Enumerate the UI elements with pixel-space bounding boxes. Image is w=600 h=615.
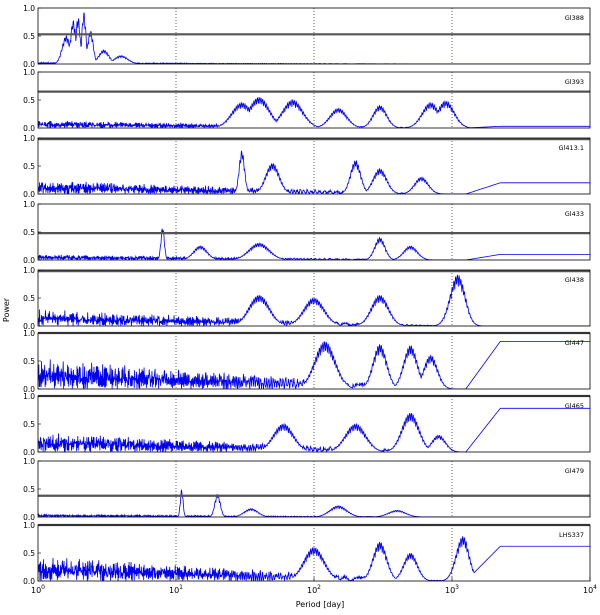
panel-label: Gl388 bbox=[565, 14, 584, 22]
y-tick-label: 1.0 bbox=[23, 134, 35, 143]
panel-label: Gl413.1 bbox=[559, 144, 584, 152]
series-line bbox=[38, 407, 590, 452]
y-tick-label: 1.0 bbox=[23, 521, 35, 530]
y-tick-label: 1.0 bbox=[23, 329, 35, 338]
panel-gl447: 0.0 0.5 1.0 Gl447 bbox=[23, 329, 591, 394]
y-tick-label: 0.5 bbox=[23, 162, 35, 171]
panel-label: Gl438 bbox=[565, 276, 584, 284]
y-tick-label: 1.0 bbox=[23, 4, 35, 13]
y-tick-label: 1.0 bbox=[23, 68, 35, 77]
series-line bbox=[38, 150, 590, 194]
panel-label: Gl447 bbox=[565, 339, 584, 347]
x-axis-label: Period [day] bbox=[296, 600, 344, 609]
panels-layer: 0.0 0.5 1.0 Gl388 0.0 0.5 1.0 Gl393 0.0 0.5 1.0 Gl4… bbox=[23, 4, 591, 586]
y-tick-label: 0.5 bbox=[23, 96, 35, 105]
y-tick-label: 0.5 bbox=[23, 294, 35, 303]
y-tick-label: 0.0 bbox=[23, 190, 35, 199]
panel-label: Gl479 bbox=[565, 467, 584, 475]
series-line bbox=[38, 228, 590, 260]
y-tick-label: 0.0 bbox=[23, 513, 35, 522]
panel-gl438: 0.0 0.5 1.0 Gl438 bbox=[23, 266, 591, 331]
y-tick-label: 0.5 bbox=[23, 357, 35, 366]
x-axis: 100 101 102 103 104 bbox=[31, 577, 597, 595]
panel-lhs337: 0.0 0.5 1.0 LHS337 bbox=[23, 521, 591, 586]
series-line bbox=[38, 536, 590, 581]
y-tick-label: 1.0 bbox=[23, 200, 35, 209]
y-axis-label: Power bbox=[2, 297, 11, 322]
x-tick-label: 100 bbox=[31, 584, 45, 595]
y-tick-label: 0.5 bbox=[23, 485, 35, 494]
y-tick-label: 1.0 bbox=[23, 392, 35, 401]
y-tick-label: 0.0 bbox=[23, 322, 35, 331]
y-tick-label: 0.0 bbox=[23, 60, 35, 69]
panel-label: Gl465 bbox=[565, 402, 584, 410]
y-tick-label: 0.5 bbox=[23, 228, 35, 237]
panel-label: Gl393 bbox=[565, 78, 584, 86]
panel-label: Gl433 bbox=[565, 210, 584, 218]
x-tick-label: 102 bbox=[307, 584, 321, 595]
y-tick-label: 1.0 bbox=[23, 266, 35, 275]
y-tick-label: 0.0 bbox=[23, 448, 35, 457]
y-tick-label: 0.0 bbox=[23, 256, 35, 265]
panel-gl433: 0.0 0.5 1.0 Gl433 bbox=[23, 200, 591, 265]
x-tick-label: 101 bbox=[169, 584, 183, 595]
panel-gl465: 0.0 0.5 1.0 Gl465 bbox=[23, 392, 591, 457]
series-line bbox=[38, 341, 590, 389]
panel-gl388: 0.0 0.5 1.0 Gl388 bbox=[23, 4, 591, 69]
y-tick-label: 1.0 bbox=[23, 457, 35, 466]
series-line bbox=[38, 97, 590, 128]
panel-gl479: 0.0 0.5 1.0 Gl479 bbox=[23, 457, 591, 522]
y-tick-label: 0.5 bbox=[23, 420, 35, 429]
panel-label: LHS337 bbox=[559, 531, 584, 539]
y-tick-label: 0.5 bbox=[23, 549, 35, 558]
x-tick-label: 104 bbox=[583, 584, 597, 595]
y-tick-label: 0.0 bbox=[23, 385, 35, 394]
y-tick-label: 0.5 bbox=[23, 32, 35, 41]
series-line bbox=[38, 274, 590, 326]
panel-gl393: 0.0 0.5 1.0 Gl393 bbox=[23, 68, 591, 133]
y-tick-label: 0.0 bbox=[23, 124, 35, 133]
panel-gl413-1: 0.0 0.5 1.0 Gl413.1 bbox=[23, 134, 591, 199]
x-tick-label: 103 bbox=[445, 584, 459, 595]
y-tick-label: 0.0 bbox=[23, 577, 35, 586]
